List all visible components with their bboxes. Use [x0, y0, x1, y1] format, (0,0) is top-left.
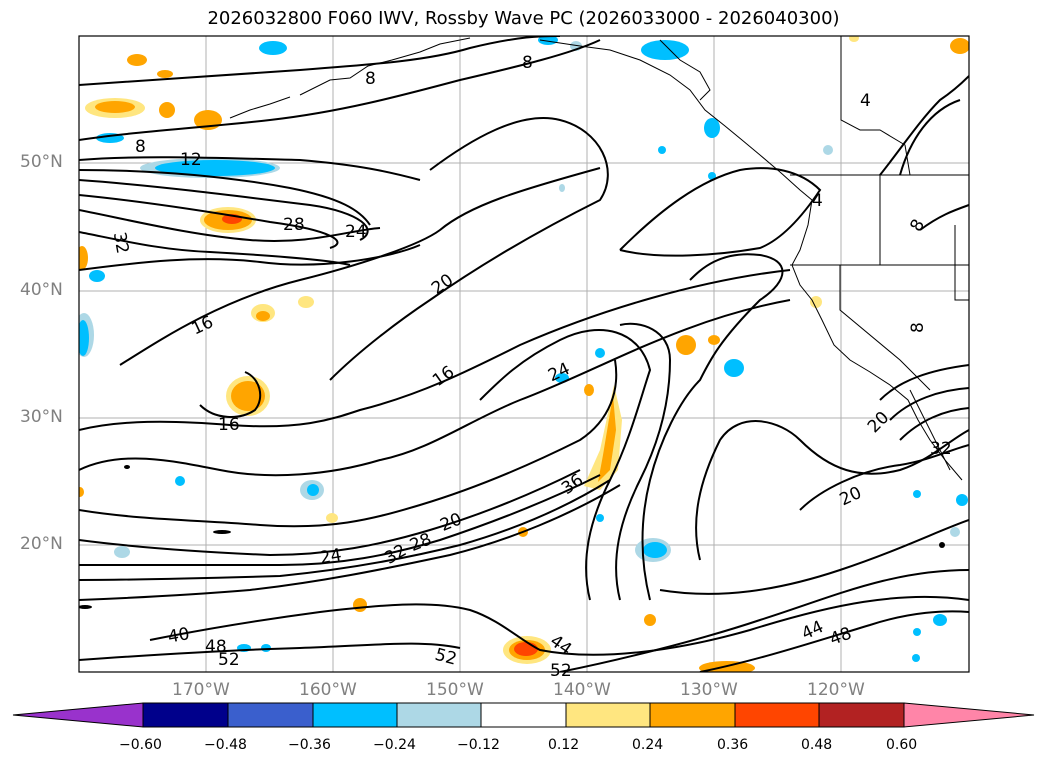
- colorbar-tick: 0.12: [548, 737, 579, 753]
- lat-label-50n: 50°N: [20, 152, 63, 172]
- contour-label-40: 40: [166, 624, 191, 647]
- contour-label-8-c: 8: [365, 69, 376, 89]
- colorbar-bin: [481, 703, 566, 727]
- colorbar-bin: [566, 703, 650, 727]
- colorbar-bin: [819, 703, 904, 727]
- lon-label-170w: 170°W: [172, 680, 230, 700]
- lat-label-30n: 30°N: [20, 407, 63, 427]
- contour-label-52-c: 52: [550, 661, 572, 681]
- contour-label-16-c: 16: [218, 415, 240, 435]
- contour-label-8-d: 8: [908, 322, 928, 333]
- contour-label-8-b: 8: [135, 137, 146, 157]
- lon-label-130w: 130°W: [680, 680, 738, 700]
- lon-label-150w: 150°W: [426, 680, 484, 700]
- colorbar-tick: 0.24: [632, 737, 663, 753]
- colorbar-bin: [650, 703, 735, 727]
- contour-label-24-a: 24: [345, 222, 367, 242]
- colorbar-tick: −0.12: [457, 737, 500, 753]
- colorbar-bin: [143, 703, 228, 727]
- contour-label-52-a: 52: [218, 650, 240, 670]
- lat-label-20n: 20°N: [20, 534, 63, 554]
- contour-label-28-a: 28: [283, 215, 305, 235]
- colorbar: [13, 703, 1034, 727]
- colorbar-bin: [735, 703, 819, 727]
- contour-label-4-a: 4: [860, 91, 871, 111]
- lon-label-120w: 120°W: [807, 680, 865, 700]
- contour-label-12: 12: [180, 150, 202, 170]
- contour-label-8-a: 8: [522, 53, 533, 73]
- colorbar-tick: 0.60: [886, 737, 917, 753]
- lon-label-160w: 160°W: [299, 680, 357, 700]
- colorbar-tick: −0.36: [288, 737, 331, 753]
- colorbar-extend-min: [13, 703, 143, 727]
- lon-label-140w: 140°W: [553, 680, 611, 700]
- contour-label-32: 32: [109, 231, 132, 256]
- colorbar-tick: −0.24: [373, 737, 416, 753]
- colorbar-bin: [397, 703, 481, 727]
- colorbar-extend-max: [904, 703, 1034, 727]
- lat-label-40n: 40°N: [20, 280, 63, 300]
- map-background: [79, 36, 969, 672]
- colorbar-tick: −0.48: [204, 737, 247, 753]
- contour-label-4-b: 4: [812, 191, 823, 211]
- contour-label-24-c: 24: [318, 545, 343, 568]
- colorbar-tick: −0.60: [119, 737, 162, 753]
- contour-label-32-c: 32: [930, 439, 952, 459]
- colorbar-bin: [313, 703, 397, 727]
- colorbar-bin: [228, 703, 313, 727]
- colorbar-tick: 0.48: [801, 737, 832, 753]
- colorbar-tick: 0.36: [717, 737, 748, 753]
